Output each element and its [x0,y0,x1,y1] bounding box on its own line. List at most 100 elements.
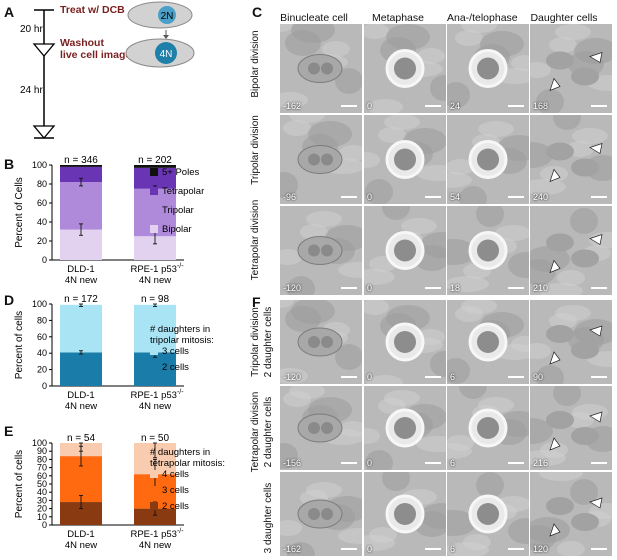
category-label: 4N new [65,540,97,551]
cell-image [364,24,446,113]
scale-bar [341,105,357,107]
arrowhead-icon [549,259,561,274]
time-label: 0 [367,192,373,202]
chart-d: 0 20 40 60 80 100 Percent of cells n = 172 DLD-1… [14,294,214,412]
panel-letter-f: F [252,294,261,310]
legend-swatch [150,502,158,510]
y-tick-label: 60 [37,198,47,208]
legend-swatch [150,206,158,214]
cell-image [530,472,612,556]
time-label: 18 [450,283,461,293]
y-tick-label: 40 [37,348,47,358]
micrograph-tile: 216 [530,386,612,470]
y-tick-label: 40 [37,487,47,497]
cell-image [280,300,362,384]
cell-image [280,386,362,469]
y-axis-label: Percent of Cells [14,177,25,248]
time-label: 6 [450,458,456,468]
cell-image [280,482,362,556]
category-label: DLD-1 [67,529,94,540]
y-tick-label: 60 [37,332,47,342]
y-tick-label: 0 [42,255,47,265]
category-label: DLD-1 [67,264,94,275]
micrograph-tile: 6 [447,472,529,556]
cell-image [530,115,612,195]
cell-image [447,472,529,556]
category-label: RPE-1 p53-/- [130,389,184,401]
y-tick-label: 0 [42,381,47,391]
panel-letter-e: E [4,423,14,439]
bar-segment [134,167,176,189]
micrograph-tile: -120 [280,206,362,295]
nucleus-2n-icon [158,6,176,24]
legend-swatch [150,363,158,371]
y-tick-label: 20 [37,236,47,246]
micrograph-tile: -156 [280,386,362,470]
cell-image [447,386,529,459]
micrograph-tile: -162 [280,472,362,556]
nucleus-4n-icon [155,42,177,64]
bar-segment [134,508,176,525]
time-label: 0 [367,283,373,293]
micrograph-tile: 210 [530,206,612,295]
arrowhead-icon [589,51,603,64]
timeline-marker-end [32,125,56,140]
legend-swatch [150,168,158,176]
micrograph-tile: 54 [447,115,529,204]
legend-swatch [150,470,158,478]
y-tick-label: 60 [37,471,47,481]
micrograph-tile: -96 [280,115,362,204]
y-tick-label: 50 [37,479,47,489]
y-axis-label: Percent of cells [14,450,25,518]
legend-title: # daughters in [150,447,210,458]
legend-swatch [150,347,158,355]
legend-label: 3 cells [162,346,189,357]
micrograph-tile: 90 [530,300,612,384]
arrowhead-icon [549,168,561,183]
timeline-diagram: 20 hr 24 hr Treat w/ DCB Washout live ce… [20,1,195,140]
y-tick-label: 100 [32,160,47,170]
y-tick-label: 70 [37,463,47,473]
scale-bar [508,548,524,550]
bar-segment [60,166,102,183]
event-treat: Treat w/ DCB [60,4,125,16]
scale-bar [591,376,607,378]
scale-bar [425,196,441,198]
row-label-tripolar: Tripolar division [250,115,261,185]
y-tick-label: 30 [37,495,47,505]
scale-bar [425,462,441,464]
row-label-tetrapolar: Tetrapolar division [250,199,261,281]
micrograph-tile: 18 [447,206,529,295]
arrowhead-icon [549,351,561,365]
cell-image [447,206,529,292]
f-row-label-1-line2: 2 daughter cells [263,306,274,378]
cell-image [530,386,612,466]
arrowhead-icon [589,142,603,155]
y-tick-label: 0 [42,520,47,530]
micrograph-tile: 0 [364,115,446,204]
scale-bar [341,376,357,378]
cell-image [364,115,446,204]
scale-bar [425,548,441,550]
bar-segment [134,236,176,260]
scale-bar [508,105,524,107]
time-label: 90 [533,372,544,382]
scale-bar [341,548,357,550]
bar-segment [60,352,102,386]
bar-segment [60,502,102,525]
legend-label: 5+ Poles [162,167,199,178]
scale-bar [591,548,607,550]
cell-2n-label: 2N [161,11,174,22]
y-tick-label: 100 [32,299,47,309]
cell-image [530,208,612,295]
legend-swatch [150,187,158,195]
time-label: 0 [367,458,373,468]
micrograph-tile: 0 [364,206,446,295]
scale-bar [425,376,441,378]
category-label: 4N new [139,540,171,551]
micrograph-tile: 0 [364,386,446,470]
time-label: 240 [533,192,549,202]
scale-bar [425,105,441,107]
time-label: 0 [367,372,373,382]
